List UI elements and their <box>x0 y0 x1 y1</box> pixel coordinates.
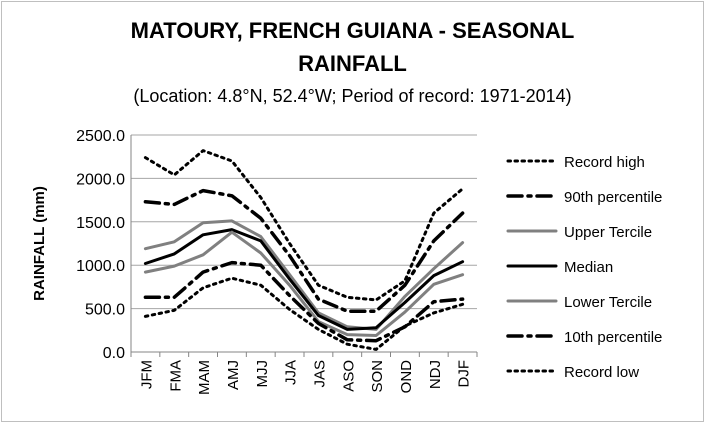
y-tick-label: 2500.0 <box>76 128 125 145</box>
x-tick-label: DJF <box>456 360 473 388</box>
legend-label: 90th percentile <box>564 189 662 206</box>
chart-title-line1: MATOURY, FRENCH GUIANA - SEASONAL <box>130 18 575 43</box>
chart-title: MATOURY, FRENCH GUIANA - SEASONAL RAINFA… <box>0 14 705 80</box>
y-axis-label: RAINFALL (mm) <box>31 186 48 301</box>
legend-label: 10th percentile <box>564 329 662 346</box>
x-tick-label: FMA <box>167 360 184 392</box>
legend-label: Record high <box>564 154 645 171</box>
x-tick-label: SON <box>369 360 386 393</box>
legend-label: Lower Tercile <box>564 294 652 311</box>
y-tick-label: 500.0 <box>85 302 125 319</box>
series-line-lower-tercile <box>143 230 465 337</box>
legend-label: Median <box>564 259 613 276</box>
x-tick-label: ASO <box>340 360 357 392</box>
legend-label: Upper Tercile <box>564 224 652 241</box>
chart-title-line2: RAINFALL <box>298 51 407 76</box>
series-line-upper-tercile <box>143 219 465 331</box>
y-tick-label: 0.0 <box>103 345 125 362</box>
x-tick-label: MJJ <box>254 360 271 388</box>
x-tick-label: MAM <box>196 360 213 395</box>
y-tick-label: 1000.0 <box>76 258 125 275</box>
series-line-record-high <box>143 149 465 302</box>
y-tick-label: 2000.0 <box>76 171 125 188</box>
x-tick-label: JAS <box>311 360 328 388</box>
series-line-record-low <box>143 276 465 351</box>
x-tick-label: OND <box>398 360 415 394</box>
x-tick-label: JFM <box>138 360 155 389</box>
x-tick-label: NDJ <box>427 360 444 389</box>
y-tick-label: 1500.0 <box>76 215 125 232</box>
series-line-median <box>143 228 465 331</box>
legend-label: Record low <box>564 364 639 381</box>
series-line-90th-percentile <box>143 188 465 313</box>
chart-subtitle: (Location: 4.8°N, 52.4°W; Period of reco… <box>133 86 572 106</box>
x-tick-label: JJA <box>283 360 300 385</box>
x-tick-label: AMJ <box>225 360 242 390</box>
